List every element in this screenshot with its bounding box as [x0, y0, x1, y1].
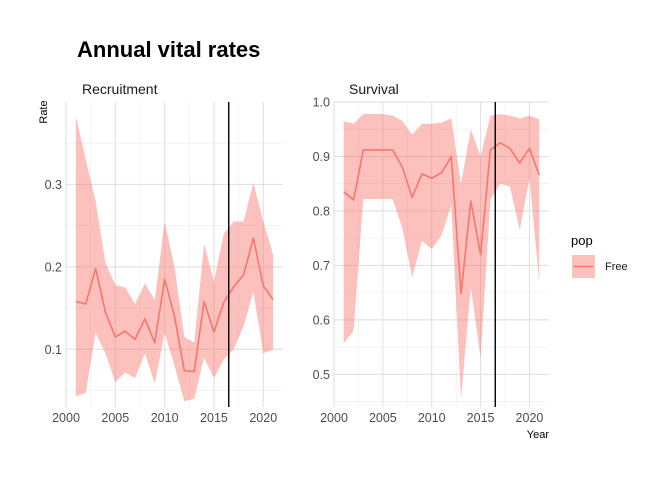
y-tick-label: 0.7 [313, 259, 330, 273]
y-tick-label: 0.9 [313, 150, 330, 164]
panel-title-survival: Survival [349, 81, 399, 97]
line-recruitment [75, 237, 274, 373]
x-tick-label: 2015 [200, 411, 228, 425]
grid-recruitment [65, 102, 283, 407]
ticks-survival: 2000 2005 2010 2015 2020 0.5 0.6 0.7 0.8 0.9 1.0 [313, 96, 544, 426]
x-tick-label: 2005 [101, 411, 129, 425]
ci-ribbon-free [343, 113, 540, 399]
chart-title: Annual vital rates [77, 37, 260, 62]
ci-ribbon-free [75, 116, 274, 402]
y-tick-label: 0.5 [313, 368, 330, 382]
x-axis-title: Year [527, 429, 550, 441]
y-tick-label: 1.0 [313, 96, 330, 110]
y-tick-label: 0.2 [45, 260, 62, 274]
y-tick-label: 0.6 [313, 313, 330, 327]
x-tick-label: 2000 [52, 411, 80, 425]
x-tick-label: 2010 [151, 411, 179, 425]
y-axis-title: Rate [38, 100, 50, 123]
y-tick-label: 0.8 [313, 204, 330, 218]
x-tick-label: 2000 [320, 411, 348, 425]
legend-entry-free: Free [605, 261, 628, 273]
ribbon-survival [343, 113, 540, 399]
ticks-recruitment: 2000 2005 2010 2015 2020 0.1 0.2 0.3 [45, 178, 278, 425]
x-tick-label: 2010 [418, 411, 446, 425]
line-survival [343, 142, 540, 295]
panel-title-recruitment: Recruitment [82, 81, 158, 97]
x-tick-label: 2015 [467, 411, 495, 425]
y-tick-label: 0.1 [45, 343, 62, 357]
ribbon-recruitment [75, 116, 274, 402]
x-tick-label: 2020 [249, 411, 277, 425]
legend: pop Free [571, 233, 628, 278]
legend-title: pop [571, 233, 593, 248]
series-line-free [75, 237, 274, 373]
x-tick-label: 2020 [516, 411, 544, 425]
x-tick-label: 2005 [369, 411, 397, 425]
panel-survival: Survival 2000 2005 2010 2015 2020 0.5 0.6 0.7 0.… [313, 81, 549, 425]
panel-recruitment: Recruitment 2000 2005 2010 2015 2020 0.1 0.2 0.… [45, 81, 283, 425]
series-line-free [343, 142, 540, 295]
y-tick-label: 0.3 [45, 178, 62, 192]
